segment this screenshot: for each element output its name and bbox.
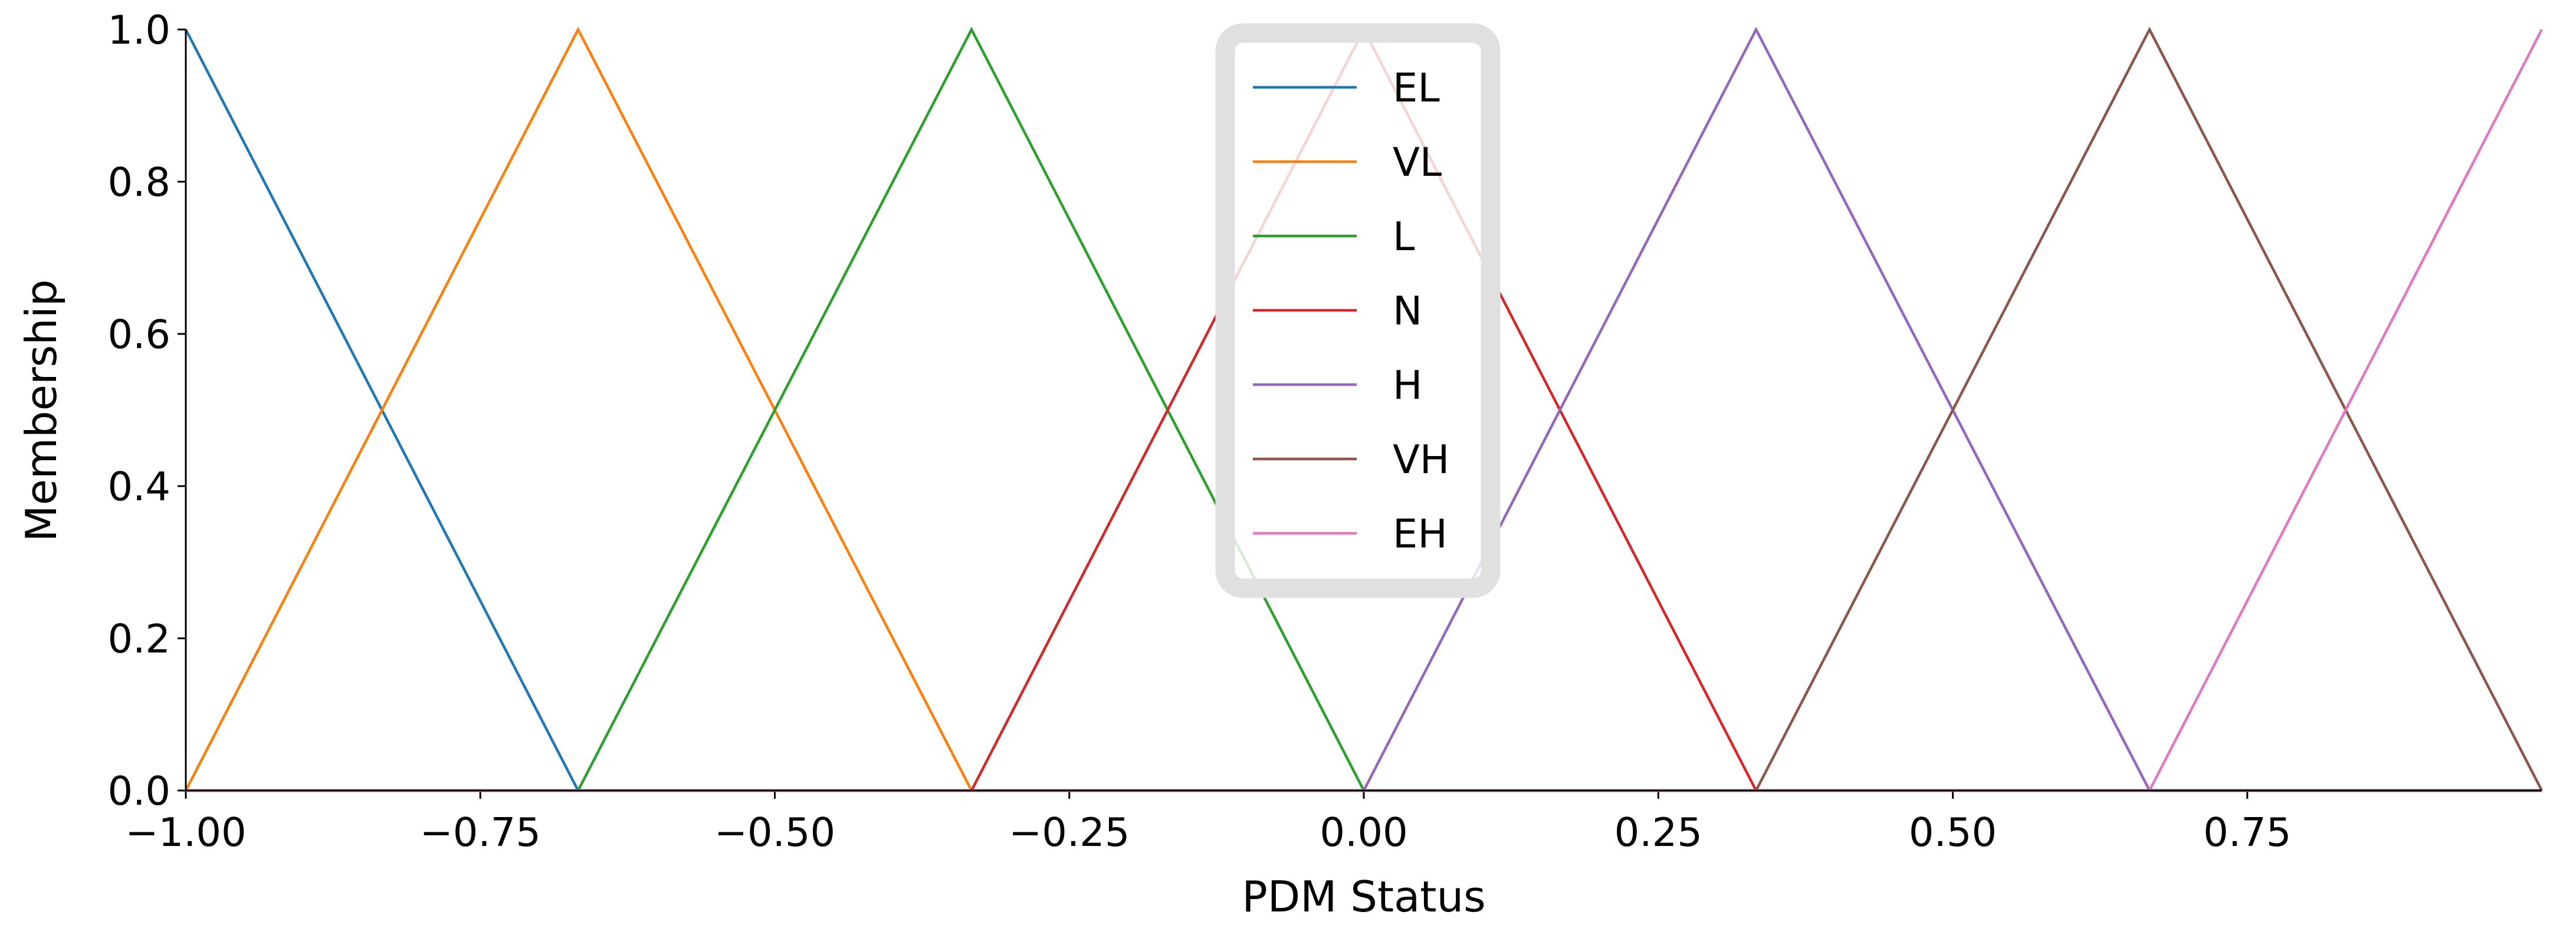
x-axis-label: PDM Status — [1242, 872, 1485, 921]
legend-box — [1215, 23, 1501, 598]
legend-label: VH — [1393, 437, 1449, 483]
y-tick-label: 0.0 — [107, 768, 170, 814]
x-tick-label: 0.75 — [2203, 809, 2291, 855]
legend-label: N — [1393, 288, 1422, 334]
x-tick-label: 0.50 — [1909, 809, 1997, 855]
y-tick-label: 0.6 — [107, 311, 170, 358]
y-tick-label: 0.8 — [107, 159, 170, 205]
legend-label: H — [1393, 362, 1422, 408]
legend-label: L — [1393, 214, 1415, 260]
x-tick-label: 0.25 — [1614, 809, 1702, 855]
y-tick-label: 1.0 — [107, 7, 170, 53]
x-tick-label: −1.00 — [125, 809, 246, 855]
legend-label: EH — [1393, 511, 1448, 557]
legend-label: EL — [1393, 65, 1440, 111]
x-tick-label: 0.00 — [1320, 809, 1407, 855]
y-axis-label: Membership — [17, 279, 66, 542]
x-tick-label: −0.25 — [1009, 809, 1130, 855]
x-tick-label: −0.75 — [420, 809, 541, 855]
legend-label: VL — [1393, 139, 1442, 185]
y-tick-label: 0.4 — [107, 464, 170, 510]
legend: EL VL LNH VH EH — [1215, 23, 1501, 598]
y-tick-label: 0.2 — [107, 616, 170, 662]
x-tick-label: −0.50 — [714, 809, 835, 855]
